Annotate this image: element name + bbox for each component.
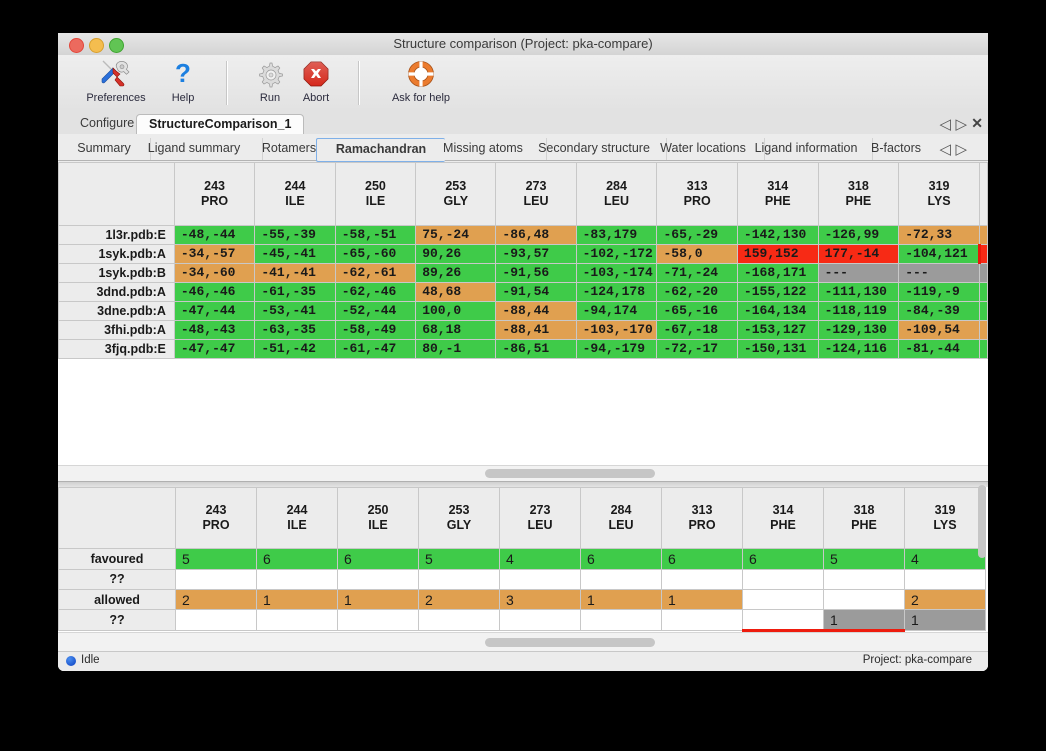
- svg-text:?: ?: [175, 59, 191, 88]
